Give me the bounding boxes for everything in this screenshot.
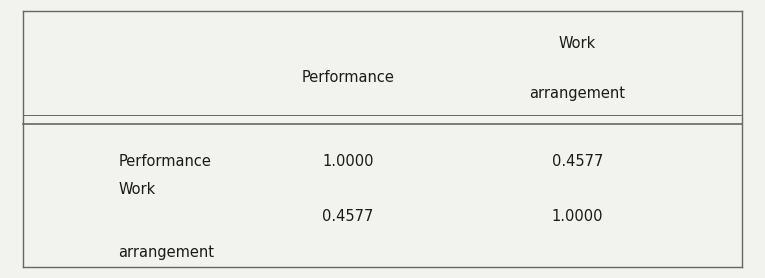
- Text: 1.0000: 1.0000: [322, 154, 374, 169]
- Text: 0.4577: 0.4577: [552, 154, 604, 169]
- Text: Performance: Performance: [119, 154, 211, 169]
- Text: Work: Work: [119, 182, 156, 197]
- Text: Performance: Performance: [301, 70, 395, 85]
- Text: Work: Work: [559, 36, 596, 51]
- Text: arrangement: arrangement: [529, 86, 626, 101]
- Text: 1.0000: 1.0000: [552, 209, 604, 224]
- Text: 0.4577: 0.4577: [322, 209, 374, 224]
- Text: arrangement: arrangement: [119, 245, 214, 260]
